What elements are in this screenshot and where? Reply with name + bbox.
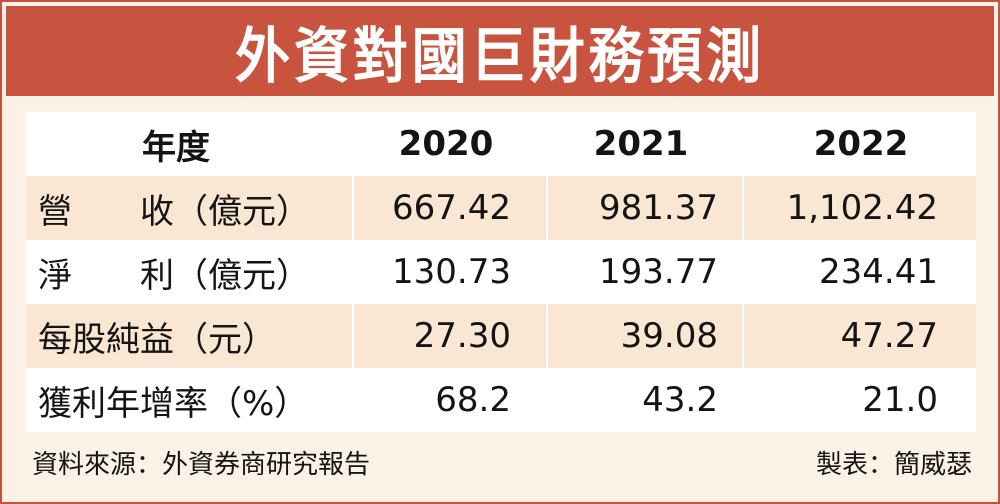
page-title: 外資對國巨財務預測	[235, 21, 765, 92]
column-divider	[546, 112, 548, 432]
header-2020: 2020	[398, 124, 494, 164]
cell-value: 234.41	[819, 252, 938, 292]
cell-value: 130.73	[392, 252, 511, 292]
forecast-table: 年度 2020 2021 2022 營 收（億元） 667.42 981.37 …	[26, 112, 976, 432]
author-note: 製表：簡威瑟	[815, 449, 972, 480]
row-label: 營 收（億元）	[38, 191, 310, 232]
header-year: 年度	[142, 127, 210, 168]
header-2022: 2022	[813, 124, 909, 164]
cell-value: 981.37	[599, 188, 718, 228]
cell-value: 39.08	[620, 316, 718, 356]
source-note: 資料來源：外資券商研究報告	[32, 449, 371, 480]
column-divider	[352, 112, 354, 432]
cell-value: 47.27	[840, 316, 938, 356]
cell-value: 667.42	[392, 188, 511, 228]
table-row-net-income: 淨 利（億元） 130.73 193.77 234.41	[26, 240, 976, 304]
cell-value: 193.77	[599, 252, 718, 292]
row-label: 淨 利（億元）	[38, 255, 310, 296]
row-label: 獲利年增率（%）	[38, 383, 309, 424]
table-row-eps: 每股純益（元） 27.30 39.08 47.27	[26, 304, 976, 368]
column-divider	[742, 112, 744, 432]
cell-value: 21.0	[862, 380, 938, 420]
cell-value: 1,102.42	[786, 188, 938, 228]
table-header-row: 年度 2020 2021 2022	[26, 112, 976, 176]
table-row-revenue: 營 收（億元） 667.42 981.37 1,102.42	[26, 176, 976, 240]
table-row-profit-growth: 獲利年增率（%） 68.2 43.2 21.0	[26, 368, 976, 432]
cell-value: 43.2	[642, 380, 718, 420]
cell-value: 27.30	[413, 316, 511, 356]
title-bar: 外資對國巨財務預測	[6, 6, 994, 96]
header-2021: 2021	[593, 124, 689, 164]
footer: 資料來源：外資券商研究報告 製表：簡威瑟	[32, 442, 972, 482]
row-label: 每股純益（元）	[38, 319, 276, 360]
cell-value: 68.2	[435, 380, 511, 420]
